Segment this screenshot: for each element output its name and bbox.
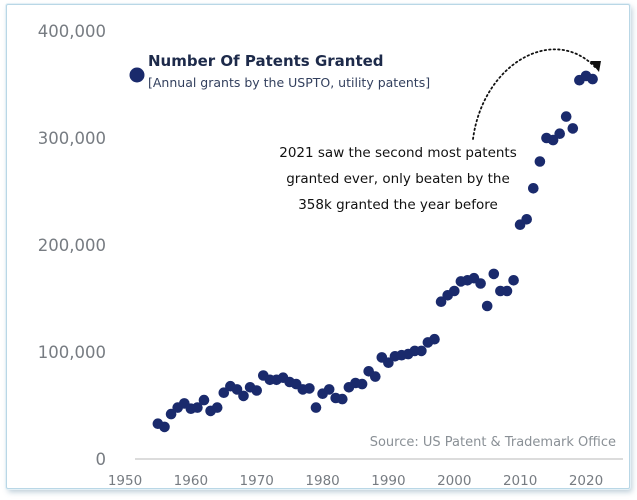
data-point	[370, 371, 381, 382]
data-point	[323, 384, 335, 395]
legend-subtitle: [Annual grants by the USPTO, utility pat…	[148, 75, 430, 90]
x-tick-labels: 1950 1960 1970 1980 1990 2000 2010 2020	[108, 473, 603, 489]
data-point	[383, 357, 394, 369]
x-tick-label: 2000	[437, 473, 471, 489]
data-point	[554, 128, 565, 139]
x-tick-label: 1960	[174, 473, 208, 489]
annotation-arrowhead	[590, 61, 601, 72]
data-point	[165, 408, 177, 420]
data-point	[198, 394, 210, 406]
data-point	[488, 268, 500, 280]
x-tick-label: 2020	[569, 473, 603, 489]
x-tick-label: 1950	[108, 473, 142, 489]
x-tick-label: 1970	[240, 473, 274, 489]
source-note: Source: US Patent & Trademark Office	[370, 435, 616, 450]
data-point	[481, 300, 493, 312]
data-point	[251, 385, 262, 396]
data-point	[337, 393, 348, 405]
legend-marker	[129, 67, 145, 83]
data-point	[238, 390, 249, 402]
data-point	[508, 275, 519, 286]
data-point	[567, 123, 579, 134]
annotation-line-2: granted ever, only beaten by the	[286, 171, 510, 187]
annotation-line-3: 358k granted the year before	[298, 197, 498, 213]
data-point	[449, 285, 460, 297]
data-point	[547, 134, 559, 146]
x-tick-label: 1990	[371, 473, 405, 489]
data-point	[501, 285, 513, 297]
data-point	[218, 387, 230, 399]
x-tick-label: 1980	[305, 473, 339, 489]
data-point	[587, 73, 598, 85]
data-point	[528, 183, 539, 194]
y-tick-label: 400,000	[38, 22, 106, 41]
data-point	[416, 345, 427, 357]
data-point	[192, 402, 203, 413]
data-point	[475, 278, 486, 289]
data-point	[310, 402, 322, 413]
data-point	[159, 421, 170, 433]
x-tick-label: 2010	[503, 473, 537, 489]
data-point	[521, 214, 532, 225]
chart-frame: 0 100,000 200,000 300,000 400,000 1950 1960 19…	[6, 4, 630, 489]
y-tick-labels: 0 100,000 200,000 300,000 400,000	[38, 22, 106, 469]
data-point	[435, 296, 447, 308]
data-point	[356, 378, 368, 390]
data-points	[152, 70, 598, 433]
data-point	[231, 384, 243, 395]
legend: Number Of Patents Granted [Annual grants…	[129, 52, 430, 90]
data-point	[304, 383, 315, 394]
legend-title: Number Of Patents Granted	[148, 52, 384, 70]
data-point	[211, 402, 223, 413]
annotation-arrow	[472, 48, 596, 140]
annotation-line-1: 2021 saw the second most patents	[279, 145, 517, 161]
data-point	[534, 156, 546, 167]
annotation: 2021 saw the second most patents granted…	[279, 48, 601, 213]
y-tick-label: 0	[96, 450, 107, 469]
y-tick-label: 200,000	[38, 236, 106, 255]
y-tick-label: 100,000	[38, 343, 106, 362]
data-point	[560, 111, 572, 122]
data-point	[429, 333, 440, 345]
y-tick-label: 300,000	[38, 129, 106, 148]
